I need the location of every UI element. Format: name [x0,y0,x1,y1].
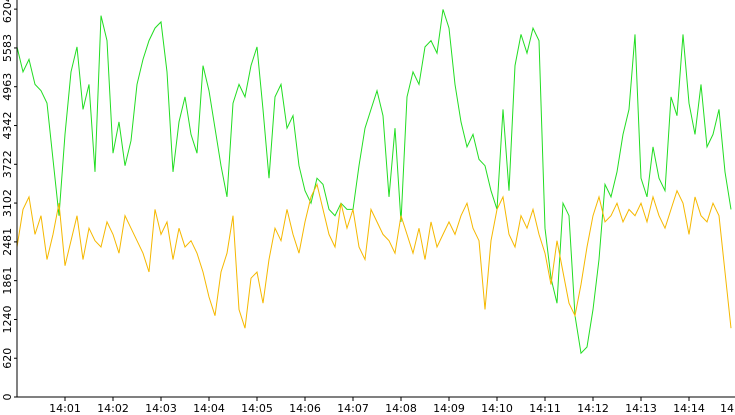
x-tick-label: 14:05 [241,402,273,415]
x-tick-label: 14:07 [337,402,369,415]
y-tick-label: 4342 [1,112,14,140]
y-tick-label: 6204 [1,0,14,23]
x-tick-label: 14:03 [145,402,177,415]
x-tick-label: 14:06 [289,402,321,415]
x-tick-label: 14:08 [385,402,417,415]
y-tick-label: 4963 [1,73,14,101]
x-tick-label: 14:14 [673,402,705,415]
y-tick-label: 3722 [1,150,14,178]
x-tick-label: 14:11 [529,402,561,415]
y-tick-label: 620 [1,348,14,369]
x-tick-label: 14:02 [97,402,129,415]
x-tick-label: 14:04 [193,402,225,415]
x-tick-label: 14:10 [481,402,513,415]
series-line [16,182,732,329]
y-tick-label: 3102 [1,189,14,217]
x-tick-label: 14:01 [49,402,81,415]
y-tick-label: 1240 [1,305,14,333]
series-line [16,9,732,355]
y-tick-label: 1861 [1,267,14,295]
y-tick-label: 5583 [1,34,14,62]
x-tick-label: 14:09 [433,402,465,415]
x-tick-label: 14:13 [625,402,657,415]
x-tick-label: 14:12 [577,402,609,415]
y-tick-label: 2481 [1,228,14,256]
x-tick-label: 14 [720,402,734,415]
y-tick-label: 0 [1,394,14,401]
